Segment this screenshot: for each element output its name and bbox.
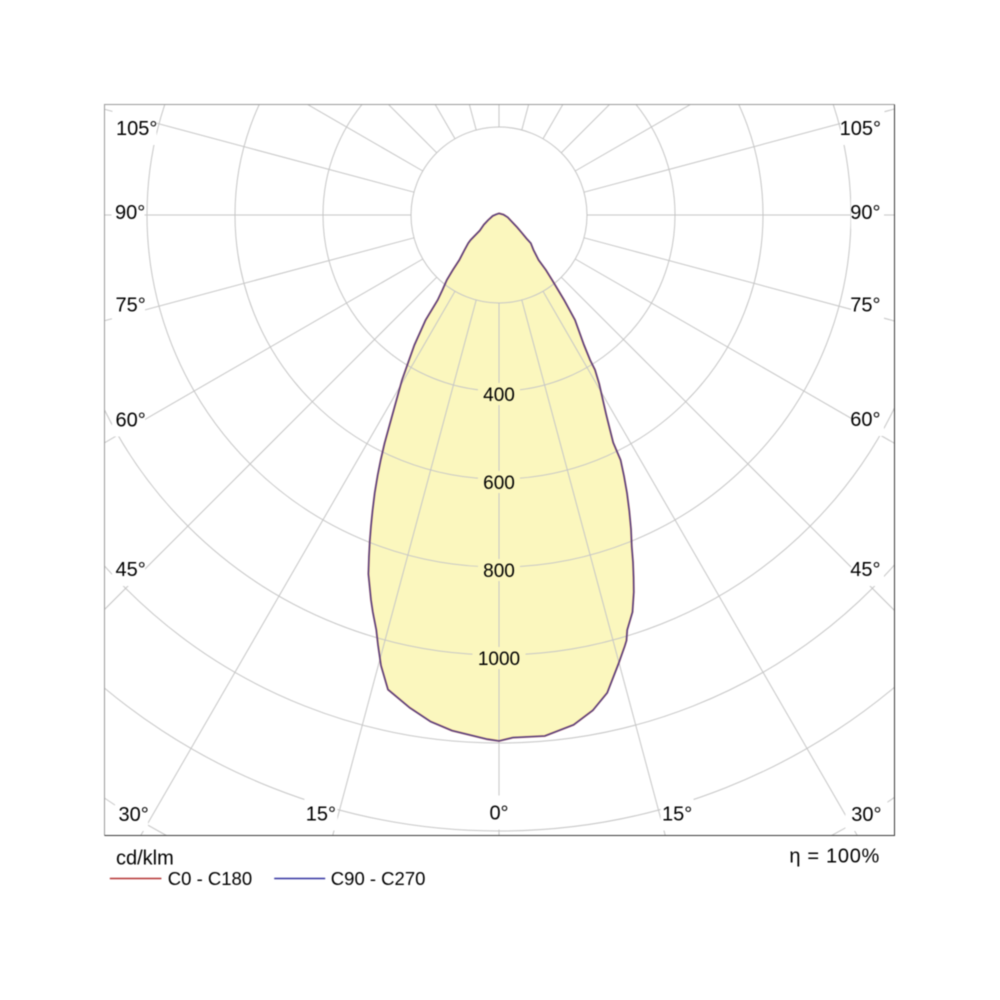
svg-text:75°: 75° [850,295,880,317]
svg-text:400: 400 [483,385,515,406]
svg-text:1000: 1000 [478,649,520,670]
svg-text:30°: 30° [119,804,149,826]
svg-text:0°: 0° [489,803,508,825]
svg-text:cd/klm: cd/klm [116,848,174,870]
svg-text:600: 600 [483,473,515,494]
svg-text:800: 800 [483,561,515,582]
svg-text:105°: 105° [116,118,157,140]
svg-text:60°: 60° [850,409,880,431]
svg-text:30°: 30° [851,804,881,826]
svg-text:105°: 105° [840,118,881,140]
svg-text:45°: 45° [850,559,880,581]
svg-text:C0 - C180: C0 - C180 [168,868,252,889]
svg-text:15°: 15° [306,804,336,826]
svg-text:45°: 45° [116,559,146,581]
svg-text:C90 - C270: C90 - C270 [331,868,426,889]
svg-text:60°: 60° [116,410,146,432]
svg-text:15°: 15° [662,804,692,826]
svg-text:η = 100%: η = 100% [789,846,880,868]
svg-text:90°: 90° [115,202,145,224]
svg-text:75°: 75° [116,295,146,317]
svg-text:90°: 90° [850,202,880,224]
